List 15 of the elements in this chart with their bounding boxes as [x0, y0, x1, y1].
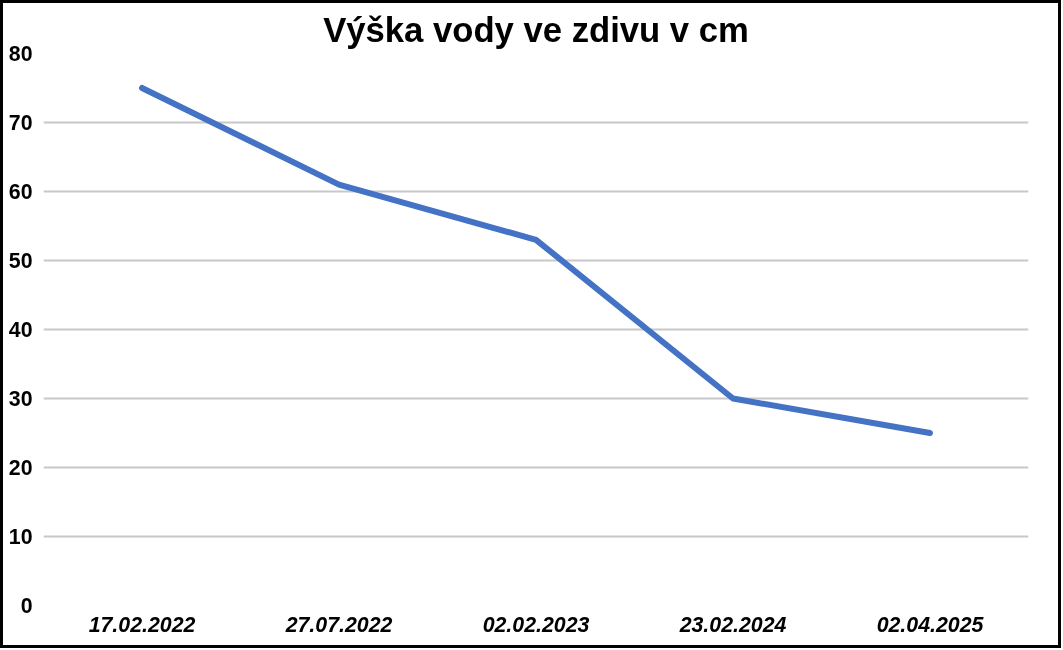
- x-tick-label: 17.02.2022: [88, 612, 196, 637]
- y-tick-label: 10: [8, 525, 33, 549]
- y-tick-label: 50: [8, 249, 33, 273]
- x-tick-label: 02.02.2023: [482, 612, 590, 637]
- y-tick-label: 20: [8, 456, 33, 480]
- y-tick-label: 80: [8, 42, 33, 66]
- y-tick-label: 70: [8, 111, 33, 135]
- y-tick-label: 40: [8, 318, 33, 342]
- y-tick-label: 60: [8, 180, 33, 204]
- y-tick-label: 30: [8, 387, 33, 411]
- chart-title: Výška vody ve zdivu v cm: [323, 10, 749, 49]
- x-tick-label: 27.07.2022: [284, 612, 393, 637]
- y-tick-label: 0: [20, 594, 33, 618]
- x-tick-label: 23.02.2024: [678, 612, 787, 637]
- x-tick-label: 02.04.2025: [876, 612, 985, 637]
